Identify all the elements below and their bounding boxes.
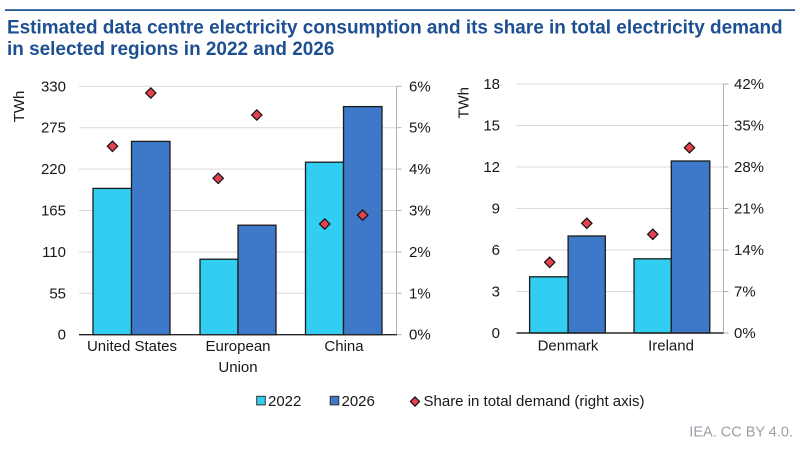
svg-text:TWh: TWh bbox=[456, 87, 473, 119]
svg-text:7%: 7% bbox=[734, 284, 756, 301]
svg-text:China: China bbox=[324, 338, 364, 355]
svg-text:TWh: TWh bbox=[11, 91, 28, 123]
svg-text:275: 275 bbox=[41, 120, 66, 137]
svg-text:United States: United States bbox=[87, 338, 177, 355]
svg-text:1%: 1% bbox=[409, 285, 431, 302]
svg-text:4%: 4% bbox=[409, 161, 431, 178]
svg-text:18: 18 bbox=[483, 76, 500, 93]
svg-text:15: 15 bbox=[483, 118, 500, 135]
svg-text:35%: 35% bbox=[734, 118, 764, 135]
svg-text:Estimated data centre electric: Estimated data centre electricity consum… bbox=[7, 18, 783, 39]
svg-text:28%: 28% bbox=[734, 159, 764, 176]
svg-text:0%: 0% bbox=[734, 325, 756, 342]
svg-text:165: 165 bbox=[41, 203, 66, 220]
svg-text:6%: 6% bbox=[409, 78, 431, 95]
svg-text:Ireland: Ireland bbox=[648, 338, 694, 355]
svg-text:12: 12 bbox=[483, 159, 500, 176]
svg-text:IEA. CC BY 4.0.: IEA. CC BY 4.0. bbox=[689, 425, 793, 441]
svg-text:220: 220 bbox=[41, 161, 66, 178]
svg-text:3%: 3% bbox=[409, 203, 431, 220]
svg-text:2026: 2026 bbox=[342, 393, 375, 410]
svg-text:0%: 0% bbox=[409, 327, 431, 344]
svg-text:330: 330 bbox=[41, 78, 66, 95]
svg-text:6: 6 bbox=[492, 242, 500, 259]
svg-text:55: 55 bbox=[49, 285, 66, 302]
svg-text:42%: 42% bbox=[734, 76, 764, 93]
svg-text:110: 110 bbox=[42, 244, 66, 261]
svg-text:Share in total demand (right a: Share in total demand (right axis) bbox=[424, 393, 645, 410]
svg-text:3: 3 bbox=[492, 284, 500, 301]
svg-text:0: 0 bbox=[492, 325, 500, 342]
svg-text:2022: 2022 bbox=[268, 393, 301, 410]
svg-text:Union: Union bbox=[218, 359, 257, 376]
svg-text:21%: 21% bbox=[734, 201, 764, 218]
svg-text:in selected regions in 2022 an: in selected regions in 2022 and 2026 bbox=[7, 39, 334, 60]
svg-text:2%: 2% bbox=[409, 244, 431, 261]
svg-text:0: 0 bbox=[58, 327, 66, 344]
svg-text:Denmark: Denmark bbox=[538, 338, 599, 355]
svg-text:14%: 14% bbox=[734, 242, 764, 259]
svg-text:5%: 5% bbox=[409, 120, 431, 137]
svg-text:European: European bbox=[205, 338, 270, 355]
svg-text:9: 9 bbox=[492, 201, 500, 218]
